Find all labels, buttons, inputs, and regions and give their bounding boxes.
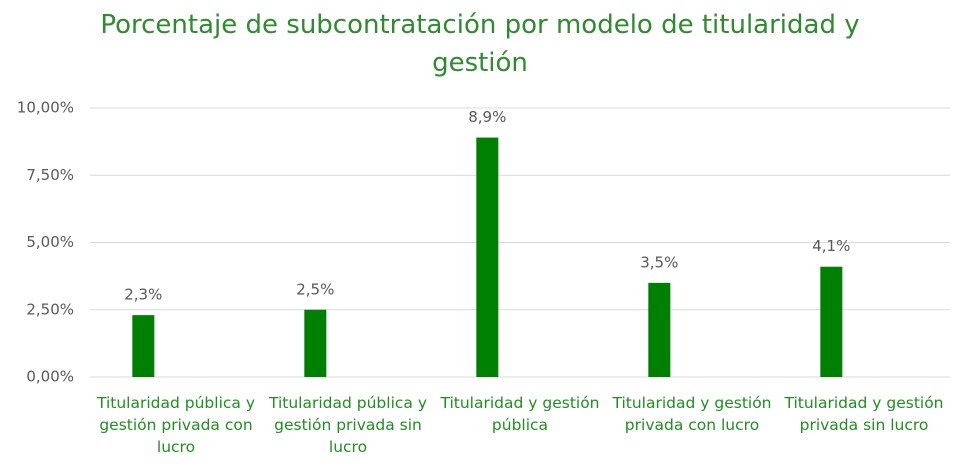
chart-title: Porcentaje de subcontratación por modelo… — [100, 10, 860, 78]
bar — [304, 309, 327, 377]
x-tick-label: Titularidad y gestión privada sin lucro — [784, 394, 944, 434]
bar — [476, 137, 499, 377]
value-label: 2,5% — [296, 280, 334, 298]
x-tick-label: Titularidad pública y gestión privada si… — [268, 394, 428, 456]
value-label: 3,5% — [640, 253, 678, 271]
bar — [648, 282, 671, 377]
x-tick-label: Titularidad y gestión pública — [440, 394, 600, 434]
y-tick-label: 5,00% — [26, 233, 74, 251]
y-tick-label: 0,00% — [26, 368, 74, 386]
value-label: 2,3% — [124, 286, 162, 304]
bar — [820, 266, 843, 377]
value-label: 8,9% — [468, 108, 506, 126]
y-tick-label: 2,50% — [26, 300, 74, 318]
value-label: 4,1% — [812, 237, 850, 255]
y-tick-label: 7,50% — [26, 166, 74, 184]
bar — [132, 315, 155, 377]
x-tick-label: Titularidad y gestión privada con lucro — [612, 394, 772, 434]
x-tick-label: Titularidad pública y gestión privada co… — [96, 394, 256, 456]
y-tick-label: 10,00% — [17, 99, 74, 117]
